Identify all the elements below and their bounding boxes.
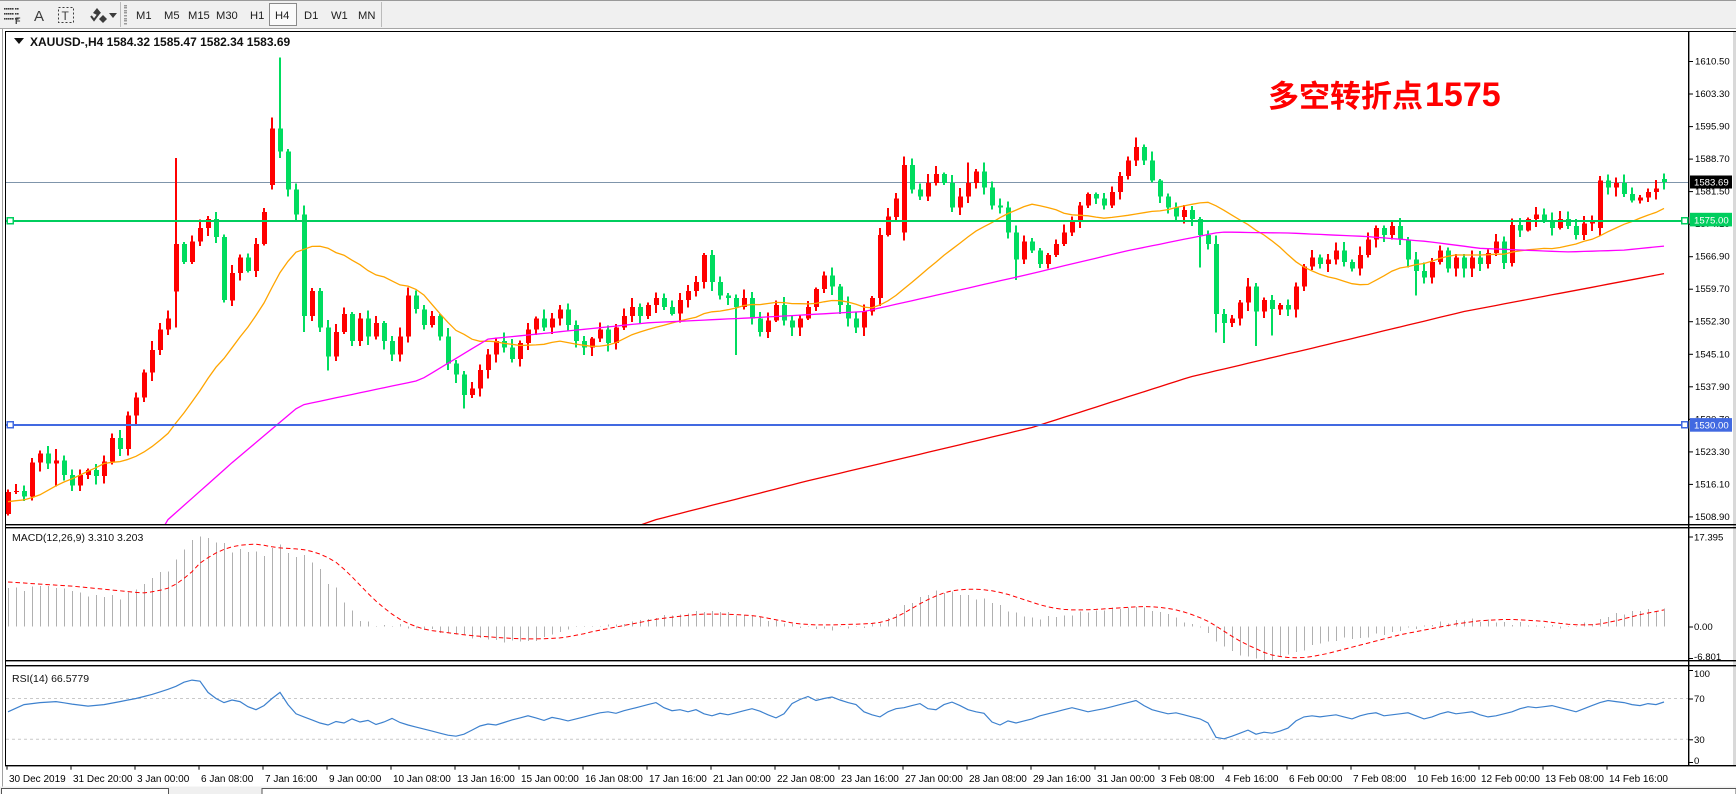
svg-text:H1: H1 xyxy=(250,10,264,22)
svg-text:7 Feb 08:00: 7 Feb 08:00 xyxy=(1353,774,1407,785)
svg-text:1566.90: 1566.90 xyxy=(1695,252,1730,263)
svg-text:12 Feb 00:00: 12 Feb 00:00 xyxy=(1481,774,1540,785)
svg-text:1575: 1575 xyxy=(1425,76,1501,114)
svg-text:1595.90: 1595.90 xyxy=(1695,122,1730,133)
svg-text:1508.90: 1508.90 xyxy=(1695,512,1730,523)
svg-text:14 Feb 16:00: 14 Feb 16:00 xyxy=(1609,774,1668,785)
svg-text:15 Jan 00:00: 15 Jan 00:00 xyxy=(521,774,579,785)
svg-text:1516.10: 1516.10 xyxy=(1695,479,1730,490)
svg-text:23 Jan 16:00: 23 Jan 16:00 xyxy=(841,774,899,785)
svg-text:RSI(14) 66.5779: RSI(14) 66.5779 xyxy=(12,673,89,685)
svg-text:28 Jan 08:00: 28 Jan 08:00 xyxy=(969,774,1027,785)
svg-text:M15: M15 xyxy=(188,10,210,22)
svg-text:H4: H4 xyxy=(275,10,289,22)
svg-text:1523.30: 1523.30 xyxy=(1695,447,1730,458)
svg-text:31 Jan 00:00: 31 Jan 00:00 xyxy=(1097,774,1155,785)
svg-text:0: 0 xyxy=(1694,756,1699,767)
svg-text:MN: MN xyxy=(358,10,375,22)
svg-text:1530.00: 1530.00 xyxy=(1694,420,1729,431)
svg-text:1552.30: 1552.30 xyxy=(1695,317,1730,328)
svg-text:1610.50: 1610.50 xyxy=(1695,57,1730,68)
svg-text:1588.70: 1588.70 xyxy=(1695,154,1730,165)
svg-text:1603.30: 1603.30 xyxy=(1695,89,1730,100)
svg-text:70: 70 xyxy=(1694,694,1705,705)
svg-text:1581.50: 1581.50 xyxy=(1695,187,1730,198)
svg-text:100: 100 xyxy=(1694,669,1710,680)
svg-text:-6.801: -6.801 xyxy=(1694,652,1721,663)
svg-text:6 Feb 00:00: 6 Feb 00:00 xyxy=(1289,774,1343,785)
svg-text:T: T xyxy=(62,9,70,23)
svg-text:M5: M5 xyxy=(164,10,180,22)
svg-text:10 Feb 16:00: 10 Feb 16:00 xyxy=(1417,774,1476,785)
svg-text:10 Jan 08:00: 10 Jan 08:00 xyxy=(393,774,451,785)
svg-text:17 Jan 16:00: 17 Jan 16:00 xyxy=(649,774,707,785)
svg-text:1575.00: 1575.00 xyxy=(1694,215,1729,226)
svg-text:0.00: 0.00 xyxy=(1694,622,1713,633)
svg-text:27 Jan 00:00: 27 Jan 00:00 xyxy=(905,774,963,785)
svg-text:29 Jan 16:00: 29 Jan 16:00 xyxy=(1033,774,1091,785)
svg-text:9 Jan 00:00: 9 Jan 00:00 xyxy=(329,774,382,785)
svg-text:1537.90: 1537.90 xyxy=(1695,382,1730,393)
svg-text:17.395: 17.395 xyxy=(1694,533,1723,544)
svg-text:XAUUSD-,H4 1584.32 1585.47 15: XAUUSD-,H4 1584.32 1585.47 1582.34 1583.… xyxy=(30,35,291,49)
svg-text:6 Jan 08:00: 6 Jan 08:00 xyxy=(201,774,254,785)
svg-text:A: A xyxy=(34,8,44,25)
svg-text:31 Dec 20:00: 31 Dec 20:00 xyxy=(73,774,133,785)
svg-text:30 Dec 2019: 30 Dec 2019 xyxy=(9,774,66,785)
svg-text:1559.70: 1559.70 xyxy=(1695,284,1730,295)
svg-text:M30: M30 xyxy=(216,10,238,22)
svg-text:1545.10: 1545.10 xyxy=(1695,349,1730,360)
svg-text:21 Jan 00:00: 21 Jan 00:00 xyxy=(713,774,771,785)
svg-text:13 Feb 08:00: 13 Feb 08:00 xyxy=(1545,774,1604,785)
svg-text:MACD(12,26,9) 3.310 3.203: MACD(12,26,9) 3.310 3.203 xyxy=(12,532,143,544)
svg-text:3 Feb 08:00: 3 Feb 08:00 xyxy=(1161,774,1215,785)
svg-text:22 Jan 08:00: 22 Jan 08:00 xyxy=(777,774,835,785)
svg-text:1583.69: 1583.69 xyxy=(1694,178,1729,189)
svg-text:7 Jan 16:00: 7 Jan 16:00 xyxy=(265,774,318,785)
svg-text:W1: W1 xyxy=(331,10,348,22)
svg-text:F: F xyxy=(15,16,21,26)
svg-text:4 Feb 16:00: 4 Feb 16:00 xyxy=(1225,774,1279,785)
svg-text:3 Jan 00:00: 3 Jan 00:00 xyxy=(137,774,190,785)
svg-text:30: 30 xyxy=(1694,735,1705,746)
svg-text:16 Jan 08:00: 16 Jan 08:00 xyxy=(585,774,643,785)
svg-text:13 Jan 16:00: 13 Jan 16:00 xyxy=(457,774,515,785)
svg-text:M1: M1 xyxy=(136,10,152,22)
svg-text:D1: D1 xyxy=(304,10,318,22)
